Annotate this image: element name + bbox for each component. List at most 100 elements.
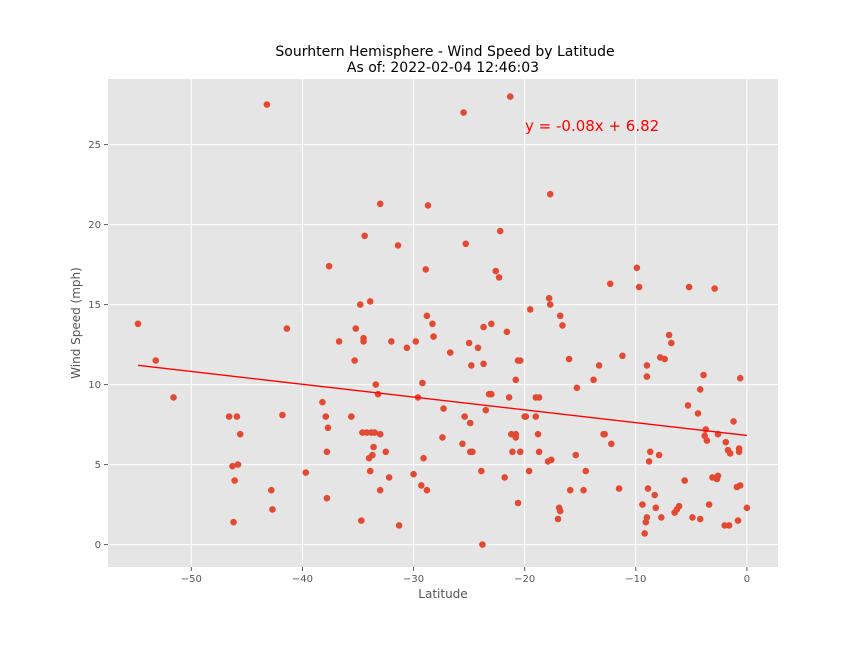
- data-point: [480, 323, 487, 331]
- data-point: [335, 338, 343, 345]
- data-point: [556, 507, 564, 515]
- data-point: [641, 530, 648, 537]
- data-point: [420, 454, 427, 462]
- data-point: [643, 362, 651, 369]
- data-point: [230, 518, 237, 526]
- data-point: [459, 440, 466, 448]
- data-point: [703, 437, 711, 444]
- data-point: [658, 514, 665, 521]
- data-point: [376, 430, 384, 438]
- y-tick-label: 5: [95, 460, 101, 471]
- data-point: [580, 486, 587, 494]
- data-point: [233, 413, 241, 420]
- data-point: [376, 200, 384, 208]
- data-point: [361, 232, 368, 240]
- data-point: [545, 294, 553, 302]
- chart-subtitle: As of: 2022-02-04 12:46:03: [347, 60, 539, 76]
- data-point: [526, 306, 534, 313]
- data-point: [535, 394, 543, 401]
- data-point: [234, 461, 242, 468]
- data-point: [700, 371, 707, 379]
- data-point: [512, 430, 520, 438]
- data-point: [505, 394, 513, 401]
- data-point: [730, 418, 737, 425]
- data-point: [689, 514, 696, 521]
- data-point: [525, 467, 533, 475]
- data-point: [651, 491, 658, 499]
- data-point: [319, 398, 326, 406]
- data-point: [231, 477, 238, 484]
- data-point: [360, 338, 367, 345]
- data-point: [474, 344, 482, 352]
- y-tick-label: 15: [88, 300, 101, 311]
- data-point: [269, 506, 276, 513]
- data-point: [639, 501, 646, 508]
- data-point: [512, 376, 520, 384]
- data-point: [655, 451, 663, 459]
- data-point: [466, 419, 474, 427]
- data-point: [263, 101, 271, 108]
- data-point: [532, 413, 540, 420]
- x-tick-label: −40: [292, 574, 313, 585]
- data-point: [480, 360, 487, 368]
- data-point: [325, 262, 333, 270]
- data-point: [734, 517, 742, 524]
- data-point: [371, 429, 378, 436]
- data-point: [684, 402, 692, 409]
- data-point: [352, 325, 360, 332]
- data-point: [324, 424, 332, 432]
- data-point: [488, 320, 495, 328]
- data-point: [573, 384, 581, 392]
- y-tick-label: 20: [88, 220, 101, 231]
- data-point: [462, 240, 470, 248]
- data-point: [496, 227, 504, 235]
- data-point: [514, 499, 522, 507]
- gridlines: [108, 79, 778, 567]
- data-point: [736, 482, 744, 489]
- data-point: [652, 504, 660, 512]
- data-point: [668, 339, 675, 347]
- y-tick-label: 10: [88, 380, 101, 391]
- data-point: [601, 430, 608, 438]
- y-tick-label: 25: [88, 140, 101, 151]
- data-point: [554, 515, 562, 523]
- data-point: [535, 448, 543, 456]
- data-point: [595, 362, 603, 369]
- data-point: [370, 443, 377, 451]
- data-point: [492, 267, 500, 275]
- data-point: [446, 349, 454, 356]
- data-point: [711, 285, 718, 292]
- data-point: [582, 467, 590, 475]
- data-point: [430, 333, 437, 340]
- data-point: [268, 486, 275, 494]
- data-point: [615, 485, 623, 492]
- data-point: [548, 456, 555, 464]
- data-point: [665, 331, 673, 339]
- data-point: [635, 283, 643, 291]
- data-point: [423, 486, 431, 494]
- data-point: [743, 504, 751, 512]
- data-point: [366, 298, 374, 305]
- data-point: [374, 390, 382, 398]
- data-point: [323, 448, 331, 456]
- data-point: [410, 470, 417, 478]
- data-point: [645, 458, 653, 465]
- data-point: [643, 514, 651, 521]
- data-point: [403, 344, 411, 352]
- x-tick-label: −10: [625, 574, 646, 585]
- data-point: [382, 448, 390, 456]
- data-point: [503, 328, 511, 336]
- axis-ticks: −50 −40 −30 −20 −10 0 0 5 10 15 20 25: [88, 140, 750, 585]
- data-point: [606, 280, 614, 288]
- data-point: [722, 438, 730, 446]
- data-points: [134, 93, 751, 548]
- data-point: [488, 390, 495, 398]
- data-point: [395, 522, 403, 529]
- data-point: [469, 448, 476, 456]
- data-point: [170, 394, 177, 401]
- data-point: [388, 338, 395, 345]
- data-point: [322, 413, 330, 420]
- data-point: [590, 376, 597, 384]
- data-point: [714, 472, 722, 480]
- data-point: [423, 312, 431, 320]
